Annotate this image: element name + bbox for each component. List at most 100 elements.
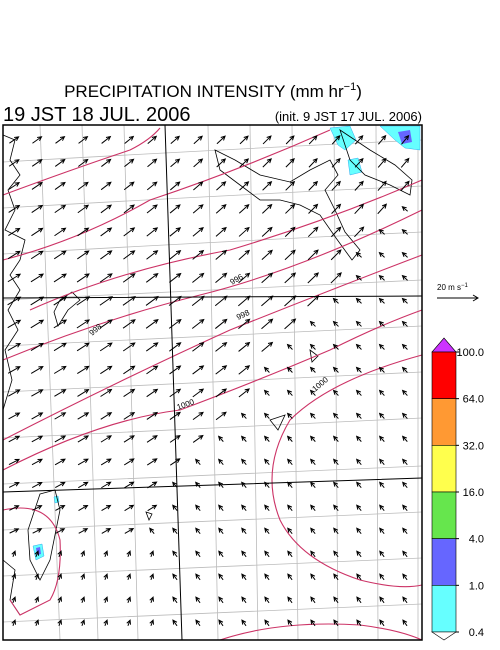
wind-vector [355, 343, 362, 350]
map-frame [2, 124, 423, 641]
colorbar-tick-label: 0.4 [469, 627, 484, 639]
title-end: ) [356, 82, 362, 101]
wind-vector [169, 365, 182, 375]
wind-vector [9, 528, 20, 534]
wind-vector [8, 182, 21, 190]
wind-vector [57, 550, 62, 557]
wind-vector [333, 504, 339, 512]
wind-vector [191, 318, 205, 329]
wind-vector [53, 273, 67, 283]
init-time: (init. 9 JST 17 JUL. 2006) [275, 109, 422, 124]
wind-vector [264, 596, 270, 604]
wind-vector [402, 527, 408, 535]
graticule [2, 124, 423, 641]
wind-vector [8, 435, 21, 443]
wind-vector [77, 204, 90, 214]
wind-vector [377, 180, 387, 191]
colorbar-under [431, 631, 457, 641]
wind-vector [124, 481, 135, 489]
wind-vector [401, 412, 408, 419]
wind-vector [356, 596, 362, 604]
wind-vector [240, 412, 247, 419]
wind-vector [147, 158, 158, 168]
wind-vector [145, 272, 159, 283]
wind-vector [355, 251, 362, 258]
wind-vector [31, 227, 44, 237]
wind-vector [146, 227, 159, 237]
wind-vector [331, 157, 341, 168]
wind-vector [238, 272, 251, 284]
vector-key-arrow [437, 294, 479, 302]
wind-vector [216, 181, 227, 191]
wind-vector [195, 573, 201, 581]
wind-vector [169, 249, 182, 260]
wind-vector [400, 157, 410, 168]
wind-vector [126, 619, 131, 626]
colorbar-band [431, 351, 457, 399]
wind-vector [377, 203, 388, 215]
wind-vector [238, 388, 250, 398]
wind-vector [192, 249, 205, 260]
wind-vector [172, 573, 178, 581]
wind-vector [218, 573, 224, 581]
wind-vector [126, 573, 131, 580]
wind-vector [149, 527, 155, 535]
wind-vector [146, 411, 159, 420]
wind-vector [355, 389, 362, 396]
wind-vector [330, 249, 342, 261]
wind-vector [356, 550, 362, 558]
wind-vector [54, 181, 66, 190]
wind-vector [122, 273, 136, 283]
wind-vector [378, 389, 385, 396]
wind-vector [123, 435, 135, 443]
wind-vector [101, 158, 112, 167]
wind-vector [333, 596, 339, 604]
wind-vector [30, 273, 45, 283]
title: PRECIPITATION INTENSITY (mm hr−1) [64, 81, 362, 101]
wind-vector [53, 250, 67, 260]
wind-vector [241, 619, 247, 627]
wind-vector [308, 157, 318, 168]
wind-vector [123, 250, 136, 260]
wind-vector [354, 180, 364, 191]
wind-vector [172, 596, 178, 604]
wind-vector [11, 550, 16, 557]
wind-vector [401, 251, 408, 258]
wind-vector [379, 527, 385, 535]
wind-vector [308, 180, 319, 191]
wind-vector [192, 434, 204, 443]
wind-vector [241, 504, 247, 512]
wind-vector [287, 573, 293, 581]
wind-vector [193, 158, 204, 168]
wind-vector [31, 181, 43, 190]
wind-vector [192, 227, 204, 237]
wind-vector [217, 458, 224, 465]
wind-vector [101, 481, 112, 489]
wind-vector [195, 527, 201, 535]
wind-vector [149, 619, 154, 626]
wind-vector [264, 504, 270, 512]
vector-key: 20 m s−1 [437, 283, 479, 302]
wind-vector [284, 272, 297, 284]
wind-vector [100, 412, 113, 420]
wind-vector [8, 389, 21, 397]
wind-vector [172, 504, 178, 512]
wind-vector [99, 319, 113, 329]
wind-vector [194, 458, 201, 465]
wind-vector [77, 435, 90, 443]
wind-vector [215, 272, 228, 283]
wind-vector [284, 226, 296, 237]
colorbar-tick-label: 4.0 [469, 534, 484, 546]
wind-vector [77, 458, 89, 466]
wind-vector [8, 458, 21, 466]
wind-vector [378, 435, 385, 442]
wind-vector [286, 458, 293, 465]
wind-vector [285, 203, 296, 214]
wind-vector [122, 319, 136, 329]
wind-vector [8, 204, 21, 213]
wind-vector [355, 274, 362, 281]
valid-time: 19 JST 18 JUL. 2006 [3, 104, 191, 126]
wind-vector [123, 227, 136, 237]
colorbar-band [431, 538, 457, 586]
